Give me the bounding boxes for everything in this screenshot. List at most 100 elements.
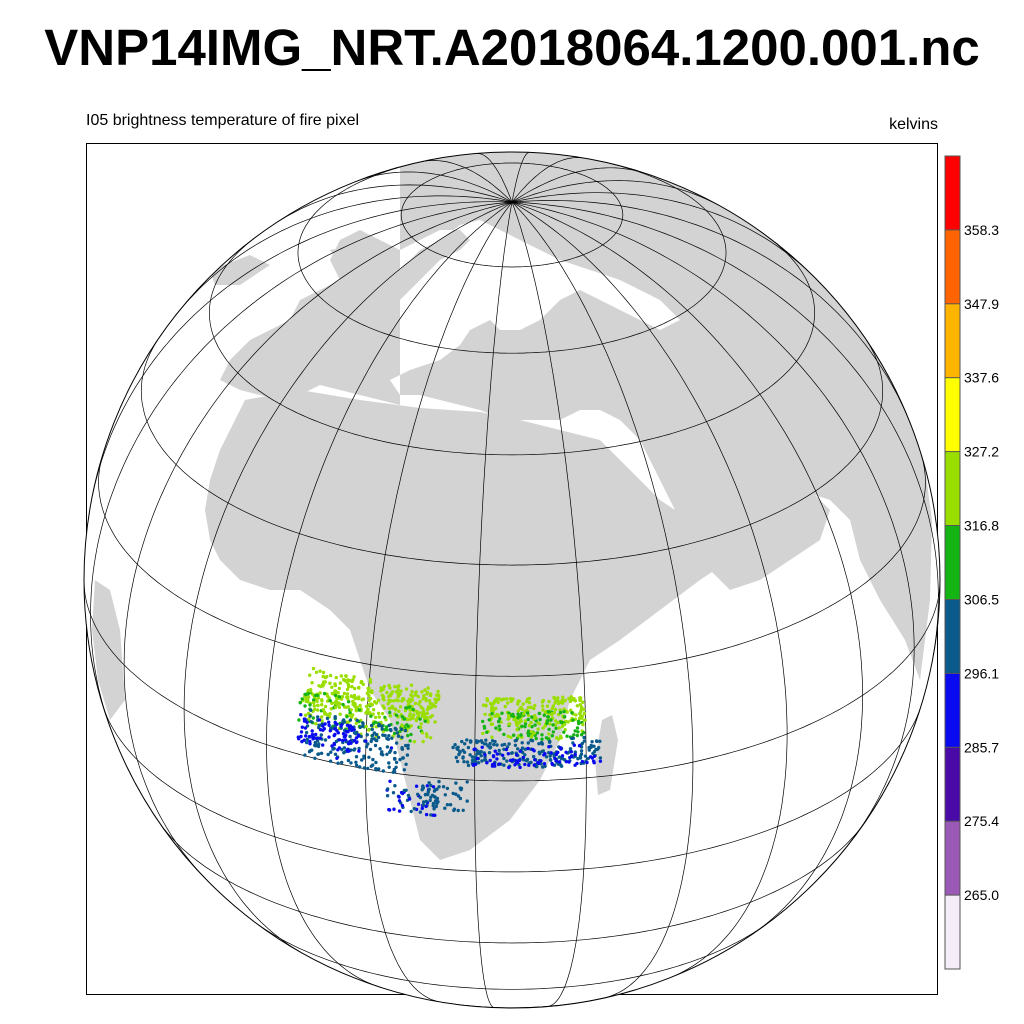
fire-pixel xyxy=(319,733,323,737)
fire-pixel xyxy=(406,724,410,728)
fire-pixel xyxy=(308,703,312,707)
fire-pixel xyxy=(323,711,328,716)
fire-pixel xyxy=(299,713,303,717)
graticule-line xyxy=(297,159,727,354)
fire-pixel xyxy=(352,675,356,679)
fire-pixel xyxy=(497,724,501,728)
colorbar-bin xyxy=(945,229,960,304)
fire-pixel xyxy=(448,803,453,807)
colorbar-bin xyxy=(945,895,960,969)
fire-pixel xyxy=(424,732,429,736)
fire-pixel xyxy=(397,809,402,813)
fire-pixel xyxy=(357,749,361,753)
fire-pixel xyxy=(387,765,391,769)
fire-pixel xyxy=(476,761,481,765)
fire-pixel xyxy=(409,683,414,687)
fire-pixel xyxy=(551,723,555,727)
fire-pixel xyxy=(408,708,412,712)
fire-pixel xyxy=(319,751,324,755)
fire-pixel xyxy=(536,760,540,765)
fire-pixel xyxy=(475,740,479,745)
fire-pixel xyxy=(380,750,384,754)
fire-pixel xyxy=(549,758,553,762)
fire-pixel xyxy=(314,732,318,737)
fire-pixel xyxy=(366,742,370,746)
fire-pixel xyxy=(380,724,384,728)
fire-pixel xyxy=(533,703,537,708)
fire-pixel xyxy=(305,720,309,724)
fire-pixel xyxy=(490,712,494,716)
fire-pixel xyxy=(416,694,420,699)
fire-pixel xyxy=(550,711,555,716)
fire-pixel xyxy=(374,767,378,771)
fire-pixel xyxy=(575,704,580,708)
fire-pixel xyxy=(360,698,364,702)
fire-pixel xyxy=(336,731,340,735)
fire-pixel xyxy=(560,698,564,703)
fire-pixel xyxy=(518,749,522,753)
fire-pixel xyxy=(337,738,342,742)
fire-pixel xyxy=(506,701,510,705)
fire-pixel xyxy=(315,699,319,703)
fire-pixel xyxy=(485,761,489,765)
fire-pixel xyxy=(399,689,403,693)
fire-pixel xyxy=(333,693,338,698)
fire-pixel xyxy=(318,691,322,695)
fire-pixel xyxy=(579,706,584,711)
fire-pixel xyxy=(314,722,318,726)
fire-pixel xyxy=(422,709,426,714)
fire-pixel xyxy=(463,742,467,746)
fire-pixel xyxy=(581,722,585,727)
fire-pixel xyxy=(364,745,369,749)
fire-pixel xyxy=(523,722,528,726)
fire-pixel xyxy=(390,690,395,694)
fire-pixel xyxy=(339,674,344,678)
fire-pixel xyxy=(374,760,378,765)
fire-pixel xyxy=(540,733,544,737)
fire-pixel xyxy=(432,789,437,793)
fire-pixel xyxy=(392,699,396,703)
fire-pixel xyxy=(553,707,558,712)
fire-pixel xyxy=(573,752,577,757)
fire-pixel xyxy=(393,750,397,755)
fire-pixel xyxy=(335,756,339,760)
fire-pixel xyxy=(392,767,396,772)
fire-pixel xyxy=(498,727,502,732)
fire-pixel xyxy=(341,738,345,743)
land-africa xyxy=(205,390,740,860)
fire-pixel xyxy=(468,740,473,744)
fire-pixel xyxy=(306,695,311,699)
fire-pixel xyxy=(493,749,497,753)
fire-pixel xyxy=(475,756,480,761)
fire-pixel xyxy=(433,813,437,817)
fire-pixel xyxy=(308,689,313,693)
graticule-line xyxy=(84,579,940,782)
fire-pixel xyxy=(527,763,531,767)
fire-pixel xyxy=(490,735,494,739)
graticule-line xyxy=(474,202,513,1008)
fire-pixel xyxy=(354,709,358,713)
fire-pixel xyxy=(313,756,317,760)
fire-pixel xyxy=(583,754,588,758)
fire-pixel xyxy=(310,732,315,737)
fire-pixel xyxy=(316,715,320,719)
fire-pixel xyxy=(548,739,552,744)
fire-pixel xyxy=(354,755,359,759)
fire-pixel xyxy=(488,745,493,749)
colorbar-bin xyxy=(945,525,960,600)
fire-pixel xyxy=(390,736,394,740)
fire-pixel xyxy=(530,725,534,729)
colorbar-tick-label: 275.4 xyxy=(964,813,999,829)
fire-pixel xyxy=(443,793,447,797)
fire-pixel xyxy=(395,731,399,735)
fire-pixel xyxy=(492,742,496,747)
fire-pixel xyxy=(594,739,599,743)
fire-pixel xyxy=(551,704,555,708)
fire-pixel xyxy=(367,686,371,690)
fire-pixel xyxy=(578,712,582,716)
fire-pixel xyxy=(568,699,573,704)
fire-pixel xyxy=(424,696,428,701)
fire-pixel xyxy=(421,739,425,744)
fire-pixel xyxy=(377,722,381,727)
fire-pixel xyxy=(313,693,318,698)
